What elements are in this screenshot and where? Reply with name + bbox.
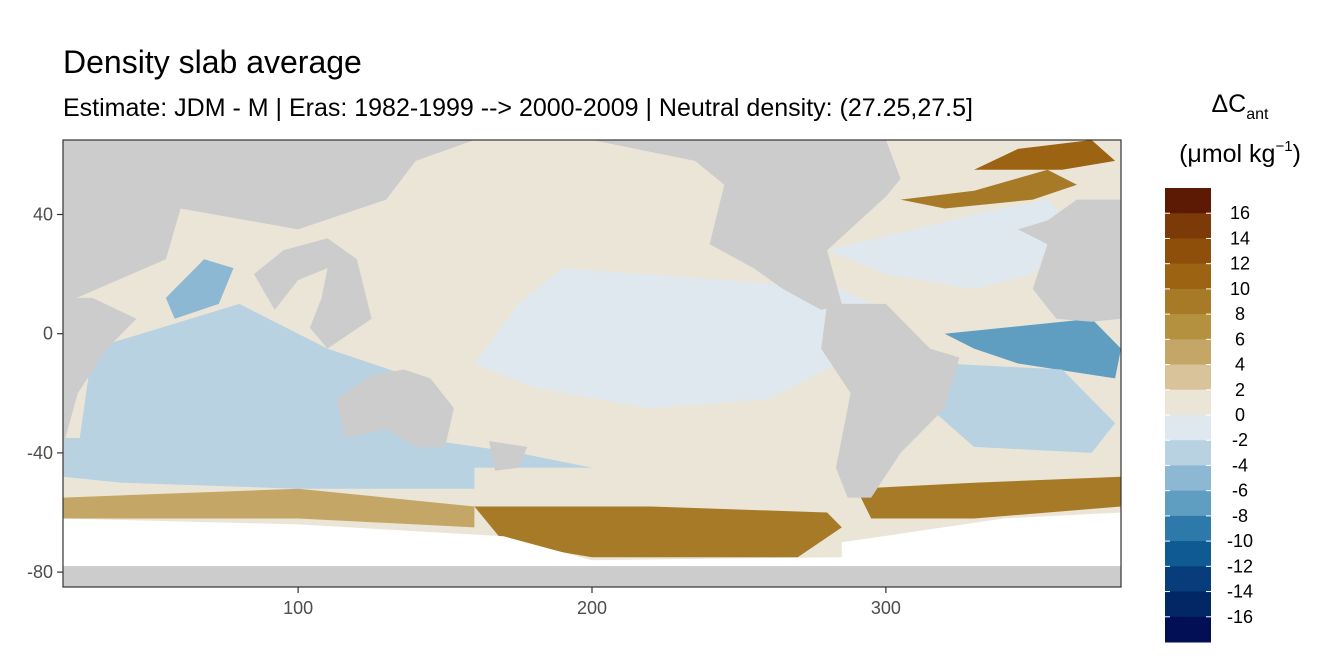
region-nordic-seas (974, 140, 1116, 170)
land-new-zealand (489, 441, 528, 471)
legend-swatch (1165, 188, 1211, 214)
legend-swatch (1165, 440, 1211, 466)
land-africa-europe (1018, 199, 1121, 322)
land-asia (63, 140, 475, 304)
region-acc-pacific (474, 506, 842, 558)
map-panel (63, 140, 1121, 587)
region-acc-atlantic (856, 476, 1121, 519)
land-north-america (592, 140, 901, 310)
legend-label: -16 (1227, 607, 1253, 627)
legend-label: 10 (1230, 279, 1250, 299)
legend-swatch (1165, 314, 1211, 340)
land-southeast-asia (254, 238, 372, 349)
legend-label: -6 (1232, 481, 1248, 501)
legend-label: 0 (1235, 405, 1245, 425)
legend-swatch (1165, 238, 1211, 265)
legend-labels: 16 14 12 10 8 6 4 2 0 -2 -4 -6 -8 -10 -12 -14 -16 (1165, 203, 1253, 627)
legend-label: 6 (1235, 329, 1245, 349)
legend-swatch (1165, 515, 1211, 542)
legend-label: 16 (1230, 203, 1250, 223)
legend-swatch (1165, 465, 1211, 492)
y-tick-label: -40 (27, 443, 53, 463)
legend-swatch (1165, 213, 1211, 239)
legend-label: 8 (1235, 304, 1245, 324)
y-tick-label: 40 (33, 205, 53, 225)
legend-swatch (1165, 415, 1211, 441)
x-tick-label: 300 (871, 598, 901, 618)
region-south-pacific (474, 452, 828, 507)
land-australia (336, 369, 454, 447)
legend-label: -12 (1227, 556, 1253, 576)
legend-swatch (1165, 541, 1211, 567)
y-tick-label: -80 (27, 562, 53, 582)
legend-label: -2 (1232, 430, 1248, 450)
legend-swatch (1165, 490, 1211, 517)
region-eastern-tropical-atlantic (944, 318, 1121, 379)
legend-swatch (1165, 364, 1211, 391)
region-central-south-atlantic (930, 363, 1116, 453)
legend: ΔCant (μmol kg−1) 16 14 12 10 8 6 4 2 0 -2 -4 -6 -8 -… (1165, 90, 1301, 643)
legend-swatch (1165, 566, 1211, 593)
region-subpolar-north-atlantic (900, 169, 1077, 209)
y-tick-label: 0 (43, 324, 53, 344)
missing-data-antarctic (63, 512, 1121, 567)
legend-colorbar (1165, 188, 1211, 643)
land-antarctica (63, 566, 1121, 587)
land-east-africa (63, 297, 137, 447)
legend-label: -14 (1227, 582, 1253, 602)
legend-swatch (1165, 339, 1211, 366)
legend-label: -4 (1232, 455, 1248, 475)
legend-swatch (1165, 263, 1211, 290)
chart-subtitle: Estimate: JDM - M | Eras: 1982-1999 --> … (63, 94, 973, 122)
region-north-atlantic (827, 199, 1077, 289)
legend-swatch (1165, 616, 1211, 643)
legend-swatch (1165, 591, 1211, 618)
region-arabian-sea (165, 259, 234, 319)
legend-label: 4 (1235, 355, 1245, 375)
legend-label: -8 (1232, 506, 1248, 526)
legend-label: -10 (1227, 531, 1253, 551)
region-equatorial-pacific (474, 268, 901, 409)
legend-swatch (1165, 288, 1211, 315)
legend-title: ΔCant (1211, 90, 1269, 123)
x-tick-label: 100 (283, 598, 313, 618)
legend-label: 2 (1235, 380, 1245, 400)
region-acc-indian (63, 488, 475, 528)
legend-units: (μmol kg−1) (1179, 138, 1301, 168)
land-south-america (821, 303, 960, 498)
x-tick-label: 200 (577, 598, 607, 618)
legend-swatch (1165, 389, 1211, 416)
legend-label: 12 (1230, 254, 1250, 274)
region-southern-indian (63, 438, 592, 489)
chart-title: Density slab average (63, 44, 362, 80)
legend-label: 14 (1230, 228, 1250, 248)
